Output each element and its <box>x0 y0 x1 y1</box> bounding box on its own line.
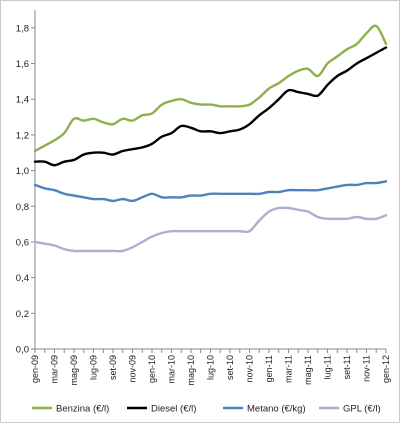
x-tick-label: lug-11 <box>323 355 333 379</box>
x-axis: gen-09 mar-09 mag-09 lug-09 set-09 nov-09 gen-… <box>30 348 391 386</box>
series-line-1 <box>33 46 388 167</box>
y-tick-label: 0,6 <box>16 237 29 248</box>
x-tick-label: lug-10 <box>206 355 216 380</box>
x-tick-label: nov-10 <box>245 355 255 383</box>
x-tick-label: lug-09 <box>89 355 99 380</box>
y-tick-label: 1,6 <box>16 59 29 70</box>
x-tick-label: mag-11 <box>303 355 313 385</box>
y-tick-label: 1,0 <box>16 166 29 177</box>
y-tick-label: 0,2 <box>16 309 29 320</box>
legend-label: Diesel (€/l) <box>151 404 196 415</box>
x-tick-label: mag-10 <box>186 355 196 386</box>
y-tick-label: 1,8 <box>16 23 29 34</box>
series-line-0 <box>33 24 388 153</box>
legend-label: GPL (€/l) <box>343 404 381 415</box>
y-tick-label: 0,8 <box>16 202 29 213</box>
y-axis: 0,0 0,2 0,4 0,6 0,8 1,0 1,2 1,4 1,6 1,8 <box>16 10 36 356</box>
x-tick-label: gen-11 <box>264 355 274 382</box>
x-tick-label: mar-09 <box>50 355 60 384</box>
x-tick-label: gen-12 <box>381 355 391 383</box>
x-tick-label: set-10 <box>225 355 235 380</box>
x-tick-label: nov-11 <box>362 355 372 382</box>
y-tick-label: 1,2 <box>16 130 29 141</box>
series-line-3 <box>33 206 388 253</box>
x-tick-label: mar-10 <box>167 355 177 384</box>
series-line-2 <box>33 180 388 203</box>
legend-label: Benzina (€/l) <box>56 404 109 415</box>
x-tick-label: set-09 <box>108 355 118 380</box>
x-tick-label: mar-11 <box>284 355 294 383</box>
x-tick-label: nov-09 <box>128 355 138 383</box>
legend: Benzina (€/l) Diesel (€/l) Metano (€/kg) GP… <box>32 404 381 415</box>
x-tick-label: set-11 <box>342 355 352 379</box>
legend-label: Metano (€/kg) <box>247 404 306 415</box>
y-tick-label: 0,0 <box>16 345 29 356</box>
series-lines <box>33 24 388 253</box>
y-tick-label: 1,4 <box>16 95 29 106</box>
x-tick-label: mag-09 <box>69 355 79 386</box>
y-tick-label: 0,4 <box>16 273 29 284</box>
x-tick-label: gen-10 <box>147 355 157 383</box>
x-tick-label: gen-09 <box>30 355 40 383</box>
